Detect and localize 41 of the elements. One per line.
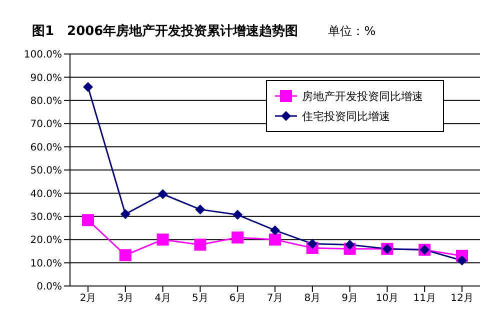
point	[119, 249, 132, 262]
x-tick-label: 5月	[192, 293, 208, 304]
y-tick-label: 70.0%	[30, 119, 62, 130]
chart-subtitle: 单位：%	[328, 24, 376, 38]
point	[307, 238, 318, 249]
y-tick-label: 100.0%	[24, 50, 62, 61]
x-tick-label: 4月	[154, 293, 171, 304]
y-tick-label: 90.0%	[30, 72, 62, 84]
x-tick-label: 8月	[304, 293, 321, 304]
point	[158, 189, 168, 200]
point	[83, 82, 93, 92]
point	[194, 238, 206, 251]
point	[156, 234, 169, 246]
point	[120, 209, 130, 220]
point	[344, 240, 355, 250]
x-tick-label: 10月	[376, 293, 399, 304]
y-tick-label: 80.0%	[30, 96, 62, 107]
legend-label: 房地产开发投资同比增速	[302, 88, 423, 104]
point	[232, 210, 243, 220]
point	[232, 232, 244, 244]
point	[269, 234, 281, 246]
x-tick-label: 6月	[229, 293, 246, 304]
x-tick-label: 2月	[80, 293, 96, 304]
point	[457, 255, 467, 266]
y-tick-label: 40.0%	[30, 188, 62, 200]
point	[270, 225, 280, 236]
x-tick-label: 7月	[266, 293, 284, 304]
point	[195, 204, 206, 214]
y-tick-label: 60.0%	[30, 142, 62, 154]
legend-label: 住宅投资同比增速	[302, 108, 390, 124]
y-tick-label: 50.0%	[30, 166, 62, 177]
x-tick-label: 11月	[413, 293, 436, 304]
y-tick-label: 30.0%	[30, 212, 62, 223]
point	[82, 214, 94, 226]
y-tick-label: 20.0%	[30, 235, 62, 246]
y-tick-label: 10.0%	[30, 258, 62, 270]
x-tick-label: 9月	[342, 293, 358, 304]
x-tick-label: 3月	[117, 293, 134, 304]
x-tick-label: 12月	[450, 293, 474, 304]
y-tick-label: 0.0%	[36, 282, 62, 293]
chart-title: 图1 2006年房地产开发投资累计增速趋势图	[32, 24, 298, 39]
